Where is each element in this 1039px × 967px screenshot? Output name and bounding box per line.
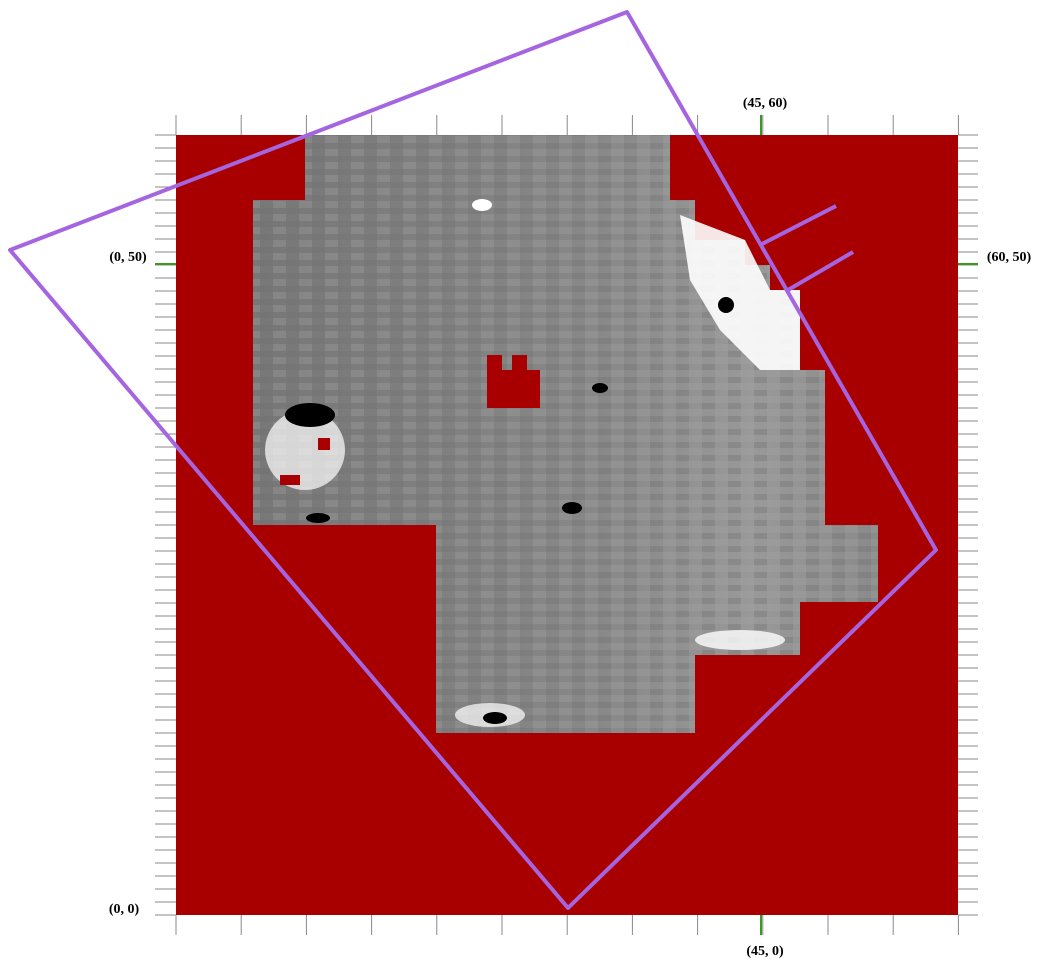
image-view: (45, 60) (0, 50) (60, 50) (0, 0) (45, 0)	[0, 0, 1039, 962]
coordinate-label: (0, 50)	[109, 250, 147, 265]
coordinate-label: (45, 60)	[743, 96, 788, 111]
masked-hole	[318, 438, 330, 450]
page: (45, 60) (0, 50) (60, 50) (0, 0) (45, 0)…	[0, 0, 1039, 962]
coordinate-label: (60, 50)	[987, 250, 1032, 265]
coordinate-label: (45, 0)	[746, 944, 784, 959]
masked-hole	[280, 475, 300, 485]
coordinate-label: (0, 0)	[109, 902, 140, 917]
